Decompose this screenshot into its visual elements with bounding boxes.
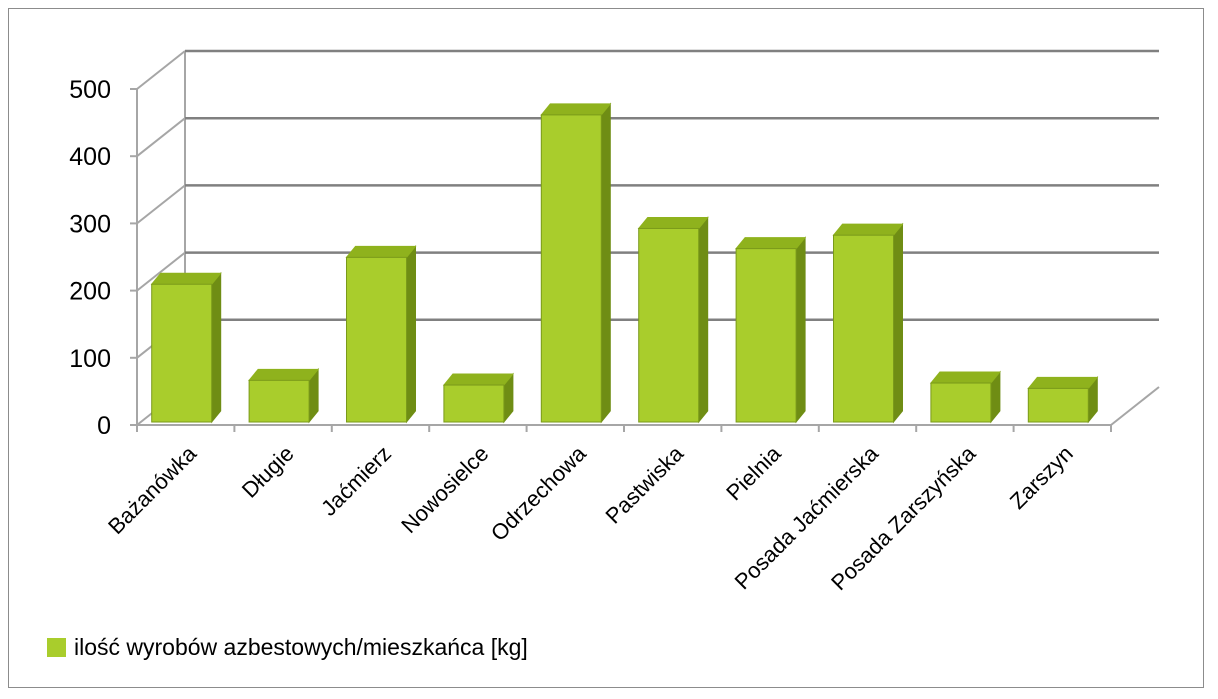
y-tick-label: 0 (97, 412, 111, 440)
bar-top (735, 237, 807, 250)
y-axis-tick-labels: 0 100 200 300 400 500 (69, 76, 111, 440)
y-tick-label: 300 (69, 210, 111, 238)
bar-top (150, 272, 222, 285)
bar (832, 222, 904, 424)
legend-swatch (47, 638, 66, 657)
bar-side (211, 271, 222, 424)
y-tick-label: 200 (69, 278, 111, 306)
bar-front (638, 227, 700, 423)
bar (735, 236, 807, 424)
x-category-label: Odrzechowa (486, 440, 592, 546)
bar-front (735, 248, 797, 423)
legend: ilość wyrobów azbestowych/mieszkańca [kg… (47, 634, 528, 661)
y-tick-label: 100 (69, 345, 111, 373)
x-category-label: Zarszyn (1005, 441, 1078, 514)
bar-front (151, 283, 213, 423)
bar-top (345, 245, 417, 258)
bar-top (1027, 376, 1099, 389)
x-category-label: Pastwiska (601, 440, 689, 528)
gridline-diagonal (136, 117, 186, 157)
bar-side (600, 102, 611, 424)
bar-front (1027, 387, 1089, 423)
bar-top (540, 103, 612, 116)
x-category-label: Długie (237, 441, 299, 503)
bar (637, 216, 709, 424)
bar-front (833, 234, 894, 423)
x-category-label: Pielnia (721, 440, 786, 505)
bar-front (248, 379, 310, 423)
bar-chart: 0 100 200 300 400 500 Bażanówka Długie Jaćmierz… (69, 49, 1160, 595)
chart-frame: 0 100 200 300 400 500 Bażanówka Długie Jaćmierz… (8, 8, 1204, 688)
bar-top (832, 223, 904, 236)
bar (442, 372, 514, 424)
bar (1027, 375, 1099, 424)
bar-top (442, 373, 514, 386)
bar-front (443, 384, 505, 423)
chart-axes (130, 88, 1112, 432)
bar-side (698, 216, 709, 424)
bar (540, 102, 612, 424)
y-tick-label: 400 (69, 143, 111, 171)
bar-side (406, 244, 416, 424)
bar (345, 244, 417, 424)
x-category-label: Nowosielce (396, 441, 493, 538)
gridline-diagonal (136, 184, 186, 225)
x-axis-category-labels: Bażanówka Długie Jaćmierz NowosielceOdrzech… (103, 440, 1078, 595)
bar (150, 271, 222, 424)
bar-top (637, 216, 709, 229)
bar-front (540, 114, 602, 423)
bar-top (248, 368, 320, 381)
bar-top (929, 371, 1001, 384)
bar-front (346, 256, 407, 423)
x-category-label: Bażanówka (103, 440, 202, 539)
bar-side (795, 236, 806, 424)
bar-side (893, 222, 903, 424)
x-category-label: Jaćmierz (316, 441, 396, 521)
gridline-diagonal (136, 251, 186, 292)
legend-label: ilość wyrobów azbestowych/mieszkańca [kg… (74, 634, 528, 660)
y-tick-label: 500 (69, 76, 111, 104)
bar (248, 367, 320, 424)
bars (150, 102, 1099, 424)
gridline-diagonal (136, 50, 186, 90)
bar-front (930, 382, 992, 423)
floor-right-edge (1110, 386, 1160, 426)
bar (929, 370, 1001, 424)
